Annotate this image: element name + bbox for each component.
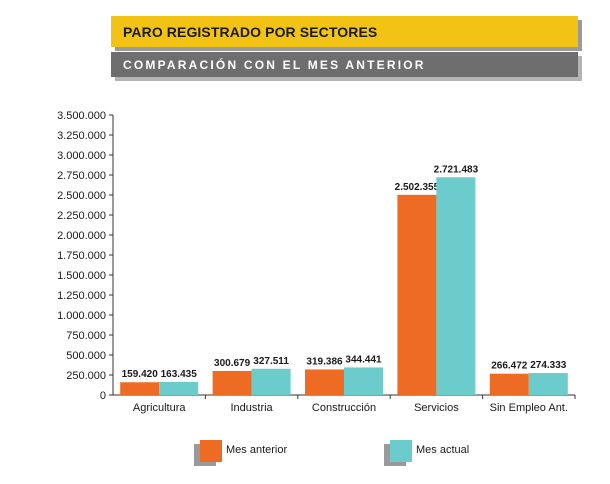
y-tick-label: 2.250.000 <box>57 210 106 222</box>
x-tick-label: Construcción <box>312 402 376 414</box>
y-tick-label: 2.000.000 <box>57 230 106 242</box>
data-label: 2.502.355 <box>395 182 440 193</box>
legend-swatch-mes-anterior <box>194 440 222 466</box>
y-tick-label: 1.250.000 <box>57 290 106 302</box>
data-label: 163.435 <box>161 369 198 380</box>
legend-label-mes-anterior: Mes anterior <box>226 444 288 456</box>
y-tick-label: 2.750.000 <box>57 170 106 182</box>
bar <box>305 369 344 395</box>
bar <box>159 381 199 395</box>
legend-swatch-mes-actual <box>384 440 412 466</box>
bar <box>489 373 529 395</box>
y-tick-label: 0 <box>100 390 106 402</box>
data-label: 319.386 <box>306 356 343 367</box>
chart-title: PARO REGISTRADO POR SECTORES <box>123 24 378 40</box>
data-label: 300.679 <box>214 358 251 369</box>
y-tick-label: 250.000 <box>66 370 106 382</box>
y-tick-label: 3.000.000 <box>57 150 106 162</box>
bar <box>528 373 568 395</box>
bar <box>397 194 437 395</box>
y-tick-label: 2.500.000 <box>57 190 106 202</box>
data-label: 159.420 <box>122 369 159 380</box>
data-label: 274.333 <box>530 360 567 371</box>
y-tick-label: 500.000 <box>66 350 106 362</box>
bar <box>436 177 476 395</box>
y-tick-label: 1.750.000 <box>57 250 106 262</box>
data-label: 327.511 <box>253 356 289 367</box>
y-tick-label: 3.250.000 <box>57 130 106 142</box>
y-tick-label: 750.000 <box>66 330 106 342</box>
x-tick-label: Agricultura <box>133 402 186 414</box>
data-label: 2.721.483 <box>434 164 479 175</box>
legend-label-mes-actual: Mes actual <box>416 444 470 456</box>
y-tick-label: 3.500.000 <box>57 110 106 122</box>
bar <box>120 382 160 395</box>
title-bar: PARO REGISTRADO POR SECTORES <box>111 16 578 47</box>
x-tick-label: Sin Empleo Ant. <box>490 402 568 414</box>
y-tick-label: 1.500.000 <box>57 270 106 282</box>
chart-subtitle: COMPARACIÓN CON EL MES ANTERIOR <box>123 58 426 72</box>
bar <box>212 370 252 395</box>
x-tick-label: Servicios <box>414 402 459 414</box>
bar <box>344 367 383 395</box>
y-tick-label: 1.000.000 <box>57 310 106 322</box>
bar <box>251 368 291 395</box>
data-label: 344.441 <box>345 354 382 365</box>
data-label: 266.472 <box>491 361 528 372</box>
subtitle-bar: COMPARACIÓN CON EL MES ANTERIOR <box>111 52 578 77</box>
x-tick-label: Industria <box>230 402 273 414</box>
